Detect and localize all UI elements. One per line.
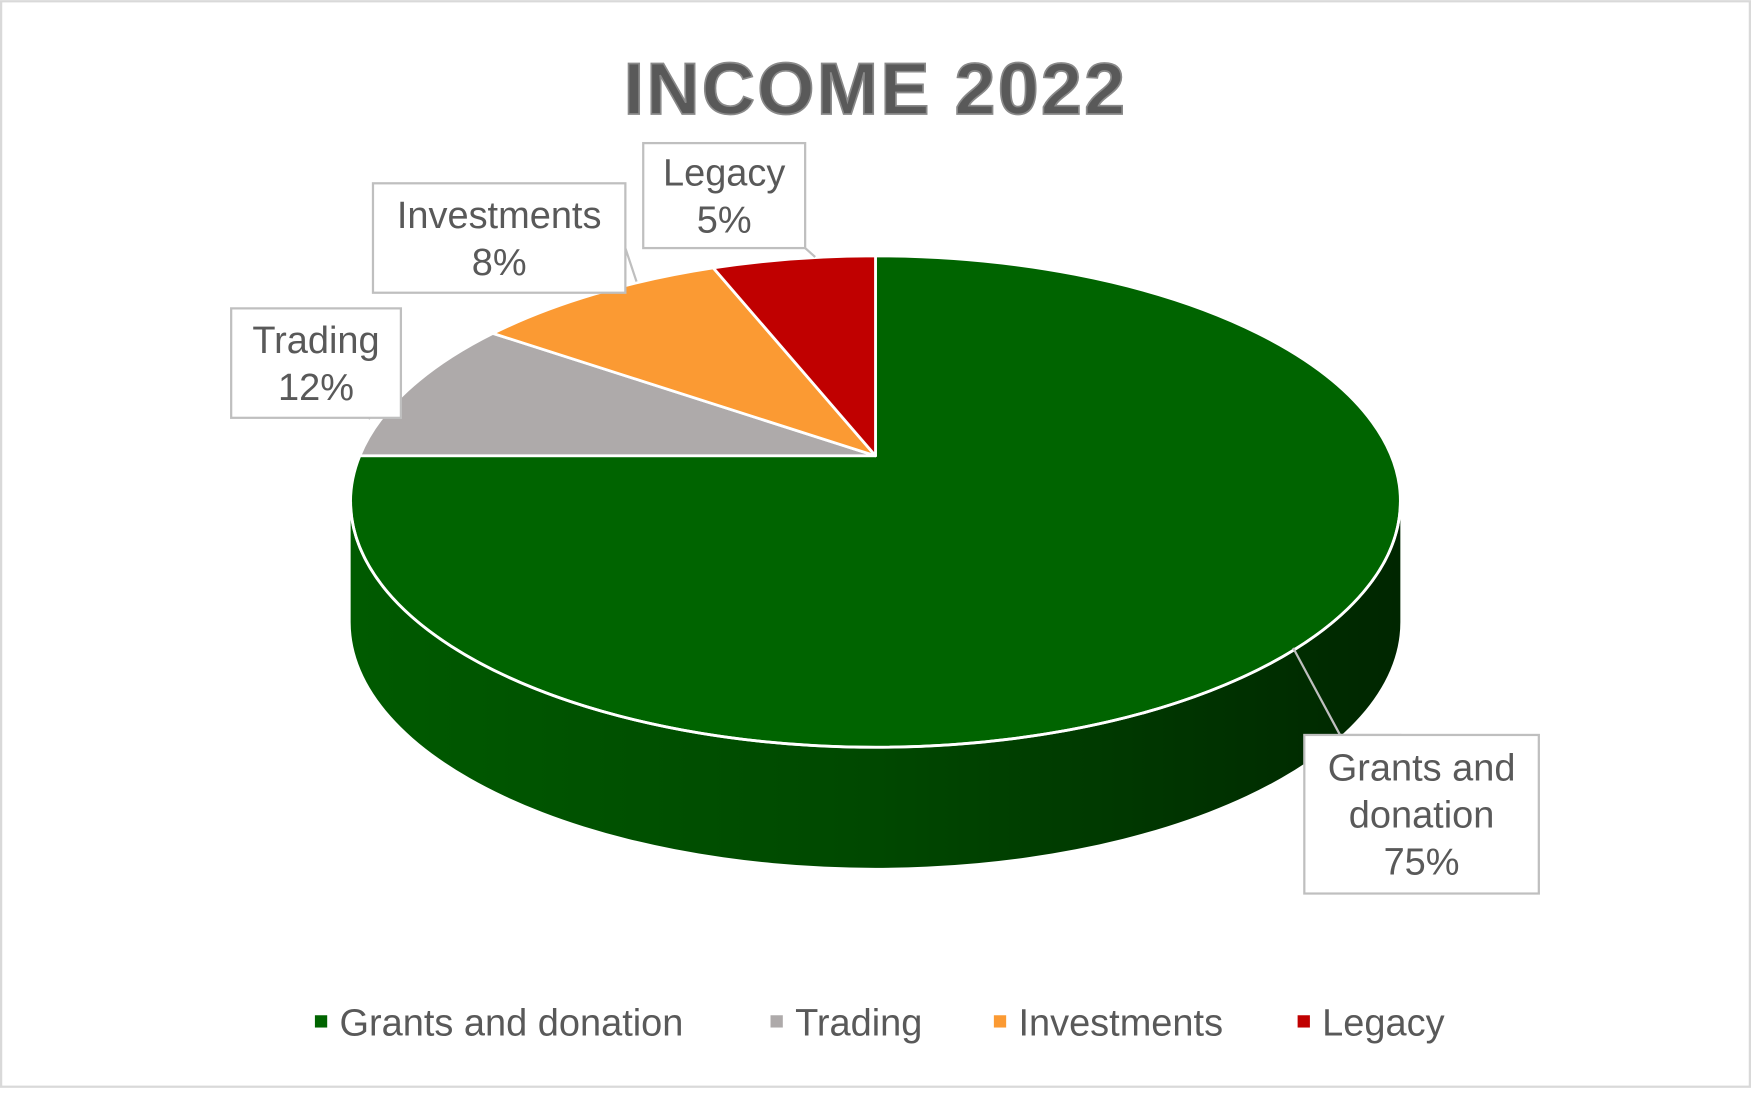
leader-line	[804, 247, 816, 258]
data-label-text: 12%	[278, 367, 354, 409]
data-label-investments: Investments 8%	[371, 182, 638, 294]
data-label-box	[1303, 733, 1540, 895]
data-label-box	[642, 141, 807, 250]
legend-label: Grants and donation	[339, 1002, 683, 1044]
data-label-box	[230, 307, 403, 419]
pie-slice-trading[interactable]	[358, 331, 877, 458]
data-label-text: Investments	[397, 195, 602, 237]
legend-label: Trading	[795, 1002, 922, 1044]
pie-side-grants-and-donation	[350, 501, 1401, 868]
data-label-text: donation	[1349, 795, 1495, 837]
chart-title: INCOME 2022	[624, 47, 1128, 130]
legend-swatch	[993, 1015, 1007, 1028]
data-label-text: 8%	[472, 242, 527, 284]
pie-slices	[349, 254, 1402, 868]
data-label-trading: Trading 12%	[230, 307, 403, 420]
legend-label: Investments	[1018, 1002, 1223, 1044]
legend-item-trading[interactable]: Trading	[770, 1002, 923, 1044]
legend-item-grants-and-donation[interactable]: Grants and donation	[314, 1002, 684, 1044]
legend-swatch	[770, 1015, 783, 1028]
pie-rim	[349, 501, 1402, 749]
legend-swatch	[1297, 1015, 1310, 1028]
legend-swatch	[314, 1015, 328, 1028]
data-label-text: Legacy	[663, 153, 785, 195]
pie-slice-investments[interactable]	[491, 266, 877, 458]
data-label-text: Trading	[252, 320, 379, 362]
legend-item-investments[interactable]: Investments	[993, 1002, 1223, 1044]
data-label-grants-and-donation: Grants and donation 75%	[1292, 647, 1540, 895]
data-label-text: Grants and	[1328, 748, 1516, 790]
data-label-text: 5%	[697, 199, 752, 241]
legend: Grants and donation Trading Investments Leg…	[314, 1002, 1445, 1044]
data-label-text: 75%	[1384, 842, 1460, 884]
legend-label: Legacy	[1322, 1002, 1444, 1044]
legend-item-legacy[interactable]: Legacy	[1297, 1002, 1445, 1044]
pie-slice-legacy[interactable]	[711, 254, 877, 458]
data-label-box	[371, 182, 627, 294]
data-labels: Grants and donation 75% Trading 12% Investmen…	[230, 141, 1540, 895]
